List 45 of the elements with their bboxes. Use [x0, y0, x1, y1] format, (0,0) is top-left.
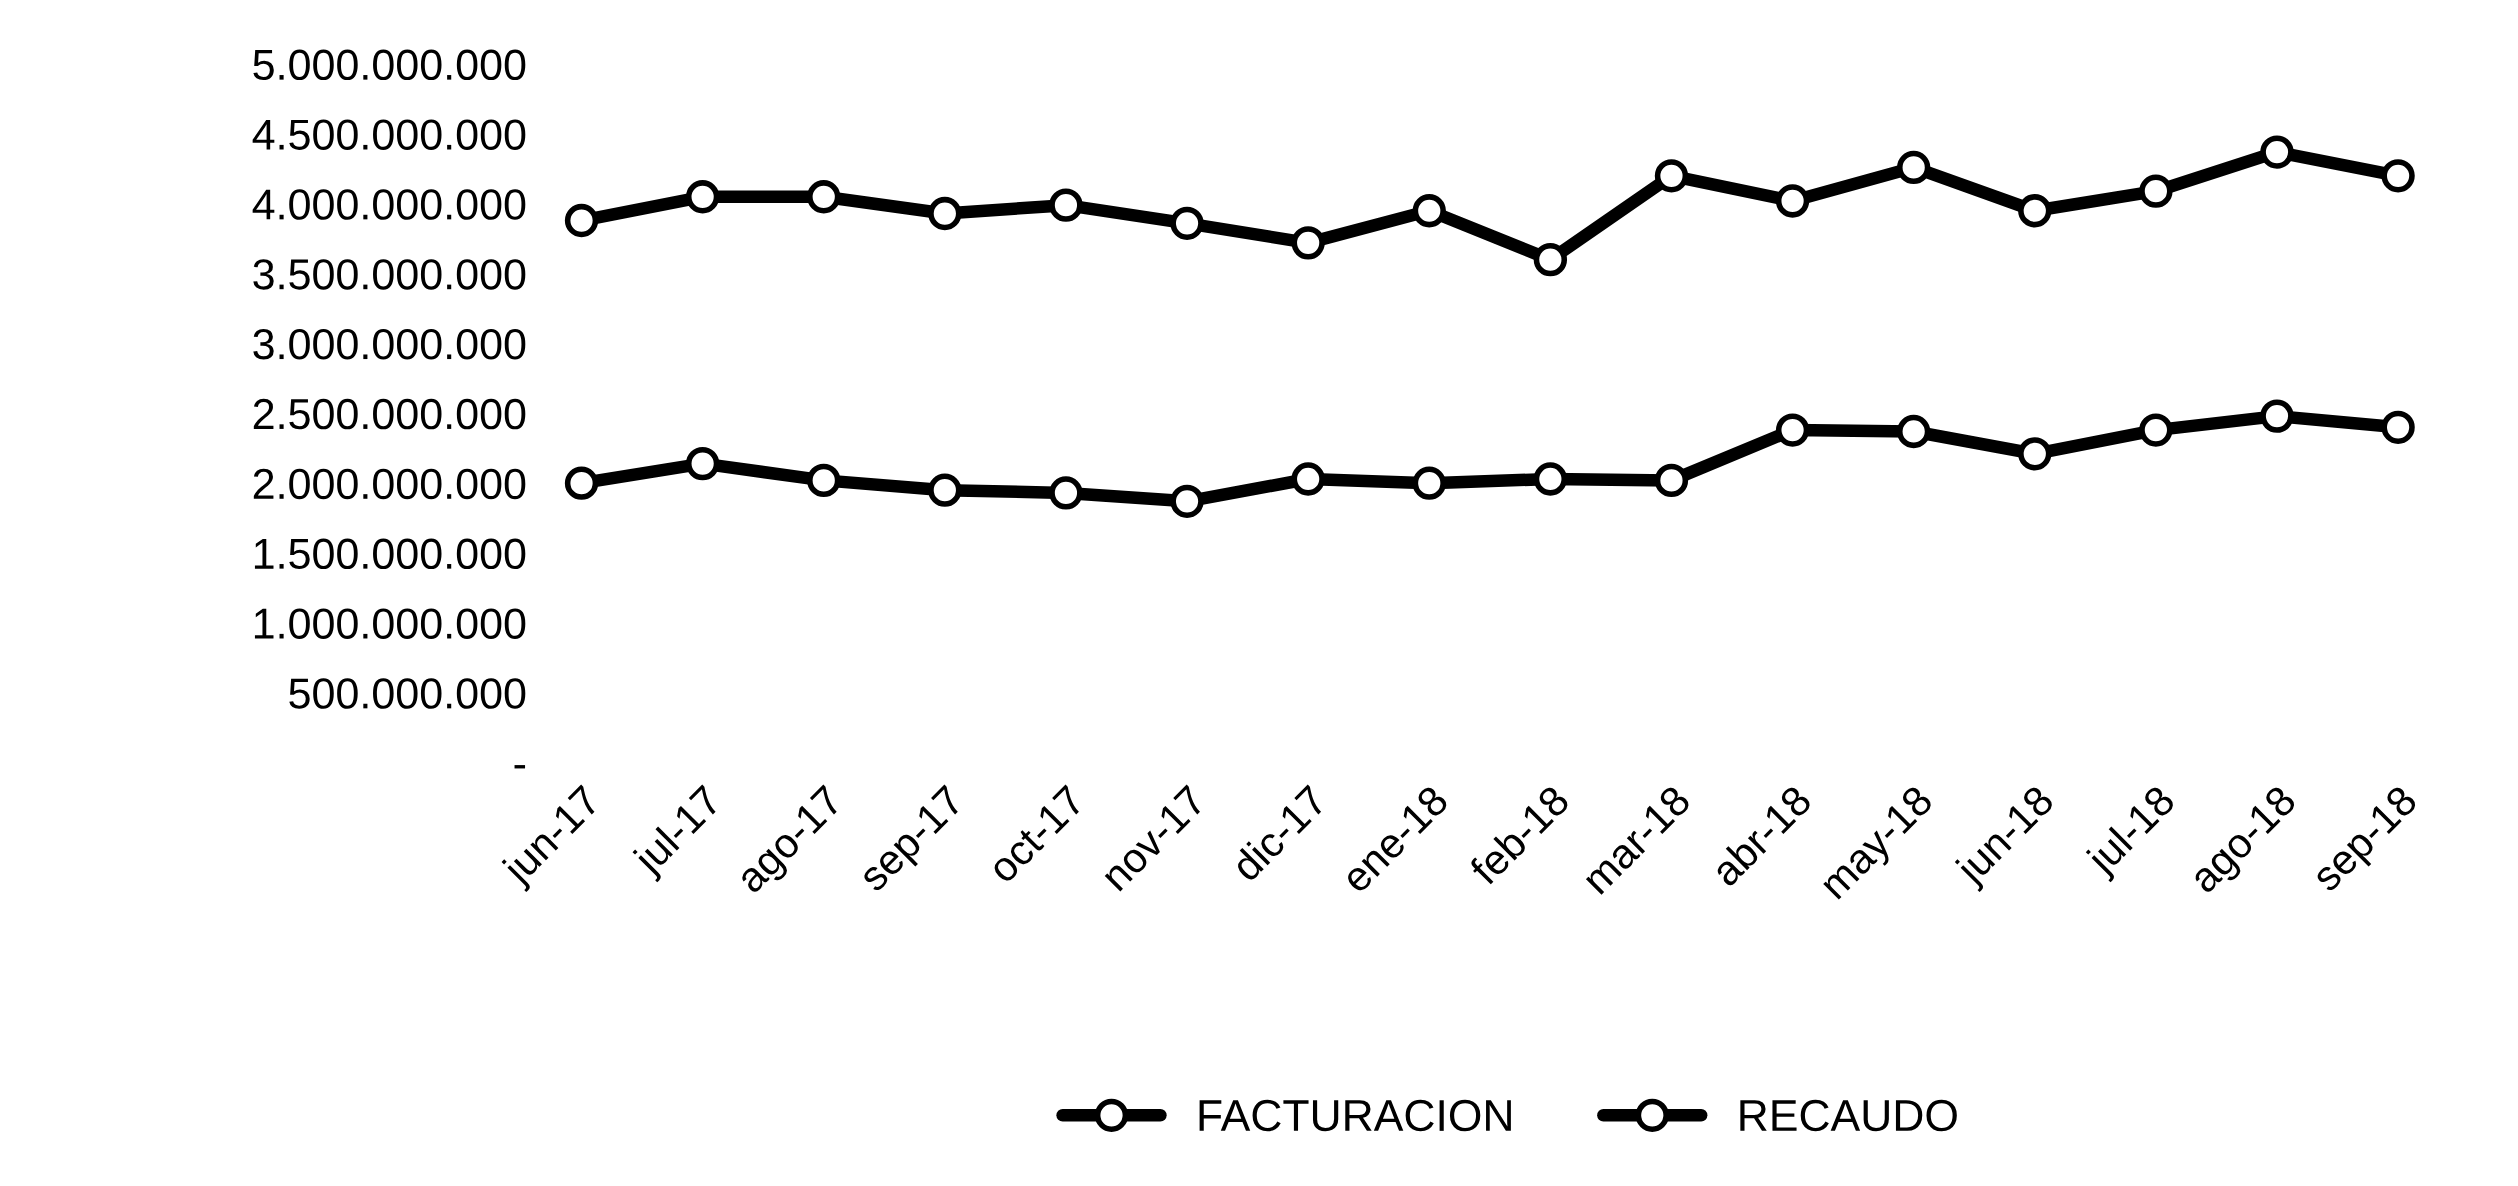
y-tick-label: 2.500.000.000 [253, 398, 526, 430]
legend-label: RECAUDO [1740, 1099, 1957, 1132]
point [685, 180, 720, 214]
point [2139, 174, 2173, 208]
point [1775, 413, 1810, 447]
point [807, 463, 841, 498]
y-tick-label: - [514, 765, 526, 769]
point [2018, 437, 2052, 471]
point [1897, 150, 1931, 185]
point [1412, 466, 1446, 500]
point [2260, 399, 2294, 433]
point [1049, 188, 1083, 222]
point [1170, 206, 1204, 240]
y-tick-label: 2.000.000.000 [253, 468, 526, 500]
point [564, 466, 599, 500]
y-tick-label: 3.000.000.000 [253, 329, 526, 360]
legend-label: FACTURACION [1199, 1099, 1511, 1132]
point [1775, 184, 1810, 218]
point [1291, 462, 1325, 496]
point [2139, 413, 2173, 447]
y-tick-label: 5.000.000.000 [253, 49, 526, 81]
point [928, 196, 962, 231]
point [1654, 463, 1689, 498]
point [1291, 226, 1325, 260]
point [2260, 135, 2294, 169]
y-tick-label: 4.500.000.000 [252, 119, 526, 150]
point [685, 446, 720, 481]
point [2381, 159, 2415, 193]
point [928, 473, 962, 507]
point [1533, 242, 1568, 277]
point [1412, 194, 1446, 228]
point [1654, 159, 1689, 193]
y-tick-label: 1.000.000.000 [254, 608, 526, 639]
point [807, 180, 841, 214]
point [2381, 410, 2415, 444]
point [1897, 414, 1931, 449]
point [1170, 484, 1204, 519]
point [1533, 462, 1568, 496]
y-tick-label: 1.500.000.000 [254, 538, 526, 570]
y-tick-label: 4.000.000.000 [252, 189, 526, 220]
y-tick-label: 500.000.000 [289, 678, 526, 709]
point [564, 203, 599, 238]
point [2018, 194, 2052, 228]
point [1049, 476, 1083, 510]
y-tick-label: 3.500.000.000 [253, 259, 526, 290]
